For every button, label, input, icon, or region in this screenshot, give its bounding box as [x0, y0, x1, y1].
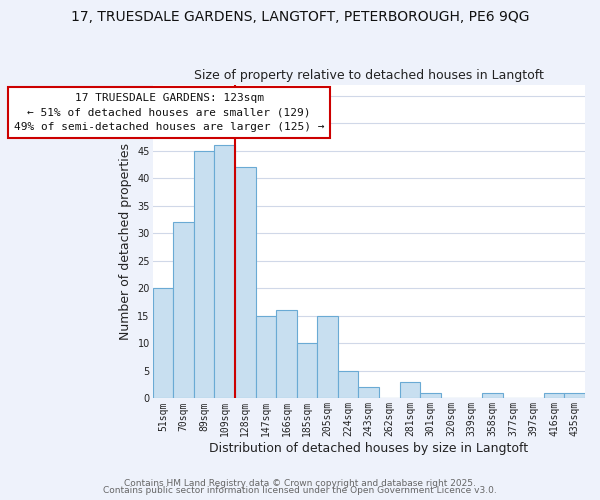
Bar	[358, 388, 379, 398]
Bar	[400, 382, 420, 398]
Bar	[420, 393, 441, 398]
Bar	[565, 393, 585, 398]
Title: Size of property relative to detached houses in Langtoft: Size of property relative to detached ho…	[194, 69, 544, 82]
Y-axis label: Number of detached properties: Number of detached properties	[119, 143, 132, 340]
Bar	[256, 316, 276, 398]
Bar	[194, 150, 214, 398]
Text: 17, TRUESDALE GARDENS, LANGTOFT, PETERBOROUGH, PE6 9QG: 17, TRUESDALE GARDENS, LANGTOFT, PETERBO…	[71, 10, 529, 24]
Bar	[276, 310, 296, 398]
Bar	[214, 145, 235, 399]
Bar	[544, 393, 565, 398]
Bar	[152, 288, 173, 399]
Bar	[482, 393, 503, 398]
Text: 17 TRUESDALE GARDENS: 123sqm
← 51% of detached houses are smaller (129)
49% of s: 17 TRUESDALE GARDENS: 123sqm ← 51% of de…	[14, 93, 324, 132]
Text: Contains HM Land Registry data © Crown copyright and database right 2025.: Contains HM Land Registry data © Crown c…	[124, 478, 476, 488]
Text: Contains public sector information licensed under the Open Government Licence v3: Contains public sector information licen…	[103, 486, 497, 495]
X-axis label: Distribution of detached houses by size in Langtoft: Distribution of detached houses by size …	[209, 442, 529, 455]
Bar	[173, 222, 194, 398]
Bar	[338, 371, 358, 398]
Bar	[235, 167, 256, 398]
Bar	[296, 344, 317, 398]
Bar	[317, 316, 338, 398]
